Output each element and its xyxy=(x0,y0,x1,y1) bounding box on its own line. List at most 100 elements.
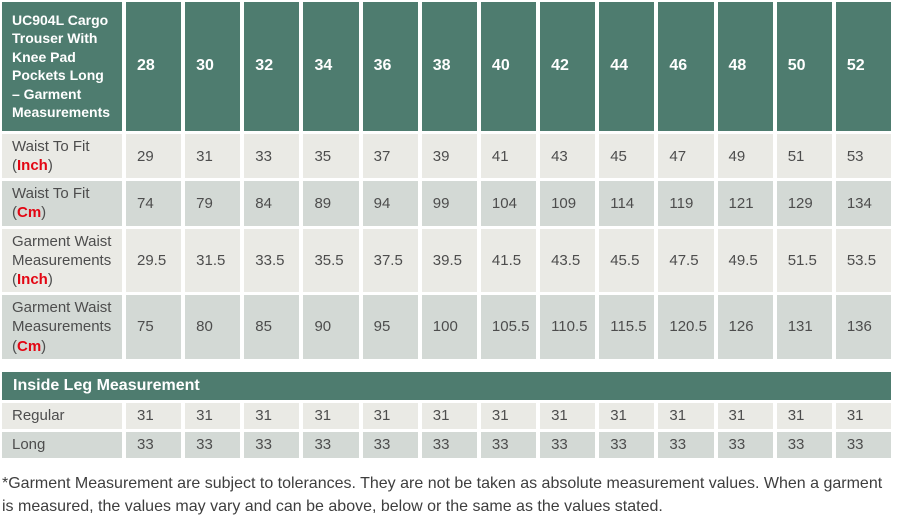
measurement-cell: 51.5 xyxy=(776,228,832,293)
unit-text: Cm xyxy=(17,204,42,222)
chart-title: UC904L Cargo Trouser With Knee Pad Pocke… xyxy=(2,2,122,131)
measurement-cell: 31 xyxy=(362,402,418,429)
measurement-cell: 100 xyxy=(421,295,477,359)
measurement-cell: 121 xyxy=(717,181,773,226)
measurement-cell: 53 xyxy=(835,133,891,179)
measurement-cell: 33 xyxy=(480,431,537,458)
measurement-cell: 41 xyxy=(480,133,537,179)
measurement-cell: 104 xyxy=(480,181,537,226)
size-column-header: 42 xyxy=(540,2,596,131)
measurement-cell: 39 xyxy=(421,133,477,179)
measurement-cell: 29 xyxy=(126,133,182,179)
measurement-cell: 33 xyxy=(185,431,241,458)
measurement-cell: 33 xyxy=(599,431,655,458)
unit-label: Cm xyxy=(12,337,112,356)
row-label: Garment Waist Measurements Cm xyxy=(2,295,122,359)
measurement-cell: 131 xyxy=(776,295,832,359)
unit-text: Cm xyxy=(17,337,42,355)
measurement-cell: 53.5 xyxy=(835,228,891,293)
measurement-cell: 94 xyxy=(362,181,418,226)
measurement-cell: 49.5 xyxy=(717,228,773,293)
row-label-text: Garment Waist Measurements xyxy=(12,299,112,336)
size-column-header: 48 xyxy=(717,2,773,131)
size-chart-page: UC904L Cargo Trouser With Knee Pad Pocke… xyxy=(0,0,891,518)
measurement-cell: 89 xyxy=(303,181,359,226)
measurement-cell: 33.5 xyxy=(244,228,300,293)
measurement-cell: 33 xyxy=(658,431,714,458)
measurement-cell: 31 xyxy=(244,402,300,429)
measurement-cell: 79 xyxy=(185,181,241,226)
size-column-header: 34 xyxy=(303,2,359,131)
measurement-cell: 119 xyxy=(658,181,714,226)
measurement-cell: 75 xyxy=(126,295,182,359)
size-column-header: 32 xyxy=(244,2,300,131)
measurement-cell: 136 xyxy=(835,295,891,359)
measurement-cell: 31 xyxy=(126,402,182,429)
measurement-cell: 45.5 xyxy=(599,228,655,293)
size-column-header: 50 xyxy=(776,2,832,131)
size-column-header: 52 xyxy=(835,2,891,131)
measurement-cell: 41.5 xyxy=(480,228,537,293)
measurement-cell: 33 xyxy=(244,431,300,458)
measurement-cell: 37 xyxy=(362,133,418,179)
measurement-cell: 90 xyxy=(303,295,359,359)
measurement-cell: 85 xyxy=(244,295,300,359)
measurement-cell: 84 xyxy=(244,181,300,226)
measurement-cell: 33 xyxy=(540,431,596,458)
row-label: Long xyxy=(2,431,122,458)
measurement-cell: 31 xyxy=(835,402,891,429)
inside-leg-section: Inside Leg Measurement Regular 31 31 31 … xyxy=(2,371,891,458)
measurement-cell: 35 xyxy=(303,133,359,179)
measurement-cell: 80 xyxy=(185,295,241,359)
measurement-cell: 33 xyxy=(421,431,477,458)
measurement-cell: 115.5 xyxy=(599,295,655,359)
measurement-cell: 33 xyxy=(835,431,891,458)
measurement-cell: 31 xyxy=(658,402,714,429)
tolerance-footnote: *Garment Measurement are subject to tole… xyxy=(2,474,883,515)
measurement-cell: 33 xyxy=(776,431,832,458)
measurement-cell: 35.5 xyxy=(303,228,359,293)
row-label-text: Waist To Fit xyxy=(12,185,90,203)
measurement-cell: 33 xyxy=(244,133,300,179)
size-column-header: 46 xyxy=(658,2,714,131)
measurement-cell: 95 xyxy=(362,295,418,359)
measurement-cell: 126 xyxy=(717,295,773,359)
measurement-cell: 43.5 xyxy=(540,228,596,293)
measurement-cell: 47.5 xyxy=(658,228,714,293)
row-label: Regular xyxy=(2,402,122,429)
measurement-cell: 39.5 xyxy=(421,228,477,293)
measurement-cell: 105.5 xyxy=(480,295,537,359)
measurement-cell: 31 xyxy=(421,402,477,429)
measurement-cell: 49 xyxy=(717,133,773,179)
row-label: Waist To Fit Cm xyxy=(2,181,122,226)
row-label-text: Waist To Fit xyxy=(12,137,90,155)
row-label: Garment Waist Measurements Inch xyxy=(2,228,122,293)
measurement-cell: 33 xyxy=(362,431,418,458)
measurement-cell: 110.5 xyxy=(540,295,596,359)
inside-leg-header: Inside Leg Measurement xyxy=(2,371,891,400)
unit-text: Inch xyxy=(17,270,48,288)
unit-label: Cm xyxy=(12,203,112,222)
measurement-cell: 31.5 xyxy=(185,228,241,293)
size-column-header: 44 xyxy=(599,2,655,131)
measurement-cell: 31 xyxy=(185,133,241,179)
size-column-header: 38 xyxy=(421,2,477,131)
measurement-cell: 43 xyxy=(540,133,596,179)
measurement-cell: 31 xyxy=(540,402,596,429)
size-column-header: 28 xyxy=(126,2,182,131)
size-column-header: 36 xyxy=(362,2,418,131)
measurement-cell: 109 xyxy=(540,181,596,226)
measurement-cell: 31 xyxy=(303,402,359,429)
measurement-cell: 74 xyxy=(126,181,182,226)
measurement-cell: 114 xyxy=(599,181,655,226)
unit-text: Inch xyxy=(17,157,48,174)
measurement-cell: 31 xyxy=(717,402,773,429)
measurement-cell: 29.5 xyxy=(126,228,182,293)
measurement-cell: 51 xyxy=(776,133,832,179)
unit-label: Inch xyxy=(12,270,112,289)
measurement-cell: 31 xyxy=(480,402,537,429)
measurement-cell: 33 xyxy=(126,431,182,458)
size-chart-table: UC904L Cargo Trouser With Knee Pad Pocke… xyxy=(2,2,891,359)
measurement-cell: 45 xyxy=(599,133,655,179)
row-label: Waist To Fit Inch xyxy=(2,133,122,179)
